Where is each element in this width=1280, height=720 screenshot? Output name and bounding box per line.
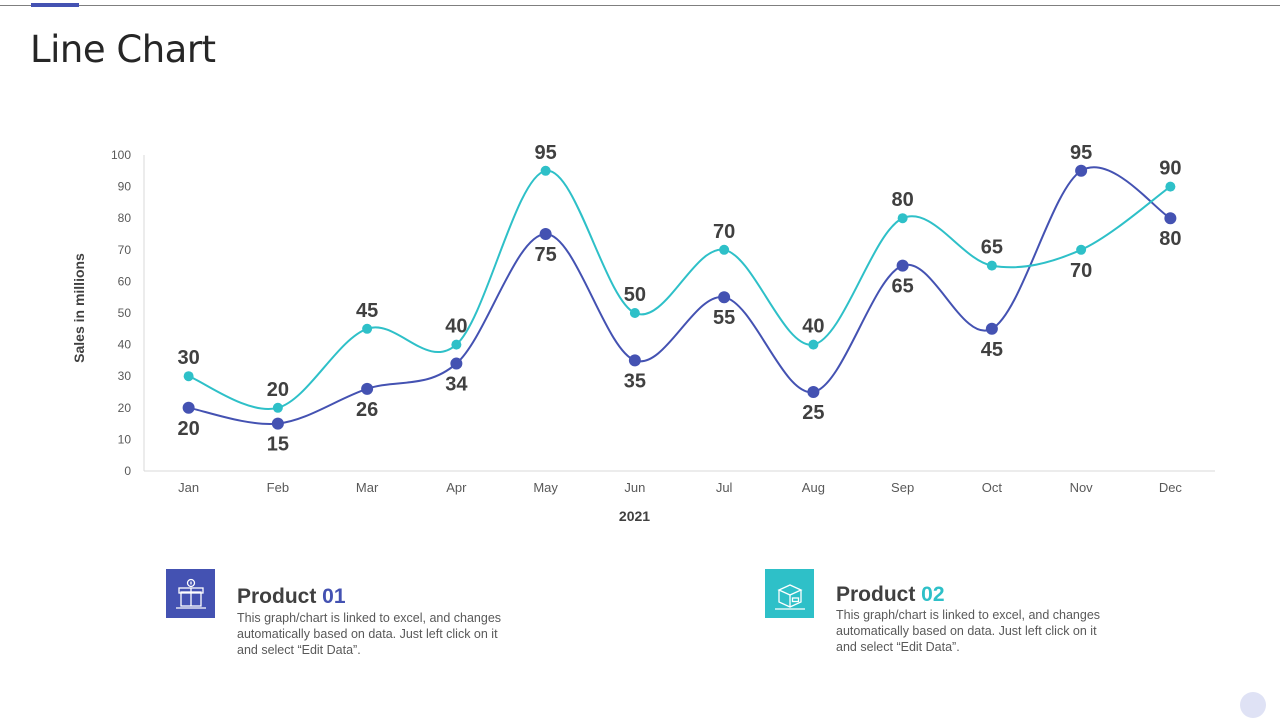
data-point-product-01 — [182, 401, 195, 414]
data-label-product-01: 15 — [267, 434, 289, 456]
x-tick-label: Nov — [1070, 480, 1094, 495]
data-point-product-02 — [1165, 181, 1176, 192]
data-point-product-02 — [629, 308, 640, 318]
legend-number: 02 — [921, 583, 945, 606]
x-tick-label: May — [533, 480, 558, 495]
top-rule — [0, 5, 1280, 6]
legend-number: 01 — [322, 585, 346, 608]
data-point-product-02 — [540, 165, 551, 176]
data-point-product-01 — [807, 386, 820, 398]
data-label-product-02: 45 — [356, 300, 378, 322]
x-tick-label: Oct — [982, 480, 1003, 495]
data-label-product-01: 34 — [445, 374, 468, 396]
data-label-product-02: 95 — [535, 142, 557, 164]
x-tick-label: Feb — [267, 480, 289, 495]
data-point-product-01 — [718, 291, 731, 304]
x-tick-label: Mar — [356, 480, 379, 495]
data-point-product-02 — [986, 260, 997, 271]
data-point-product-02 — [1076, 244, 1087, 255]
data-label-product-02: 30 — [178, 347, 200, 369]
data-point-product-01 — [1075, 164, 1088, 177]
x-tick-label: Jun — [624, 480, 645, 495]
data-point-product-01 — [450, 357, 463, 370]
y-tick-label: 40 — [118, 338, 132, 352]
corner-decoration — [1240, 692, 1266, 718]
data-point-product-02 — [451, 339, 462, 350]
data-label-product-01: 45 — [981, 339, 1003, 361]
legend-description: This graph/chart is linked to excel, and… — [836, 608, 1101, 654]
y-tick-label: 70 — [118, 243, 132, 257]
y-tick-label: 30 — [118, 369, 132, 383]
legend-title: Product 02 — [836, 583, 945, 606]
legend-description: This graph/chart is linked to excel, and… — [237, 611, 502, 657]
y-tick-label: 10 — [118, 432, 132, 446]
data-point-product-01 — [361, 382, 374, 395]
data-point-product-01 — [985, 322, 998, 335]
x-tick-label: Sep — [891, 480, 914, 495]
data-label-product-02: 70 — [1070, 260, 1092, 282]
data-point-product-01 — [271, 417, 284, 430]
y-tick-label: 60 — [118, 274, 132, 288]
data-label-product-01: 80 — [1159, 228, 1181, 250]
data-point-product-02 — [362, 323, 373, 334]
y-tick-label: 50 — [118, 306, 132, 320]
series-line-product-01 — [188, 166, 1171, 425]
data-point-product-01 — [539, 228, 552, 240]
data-point-product-02 — [897, 213, 908, 224]
data-label-product-01: 35 — [624, 370, 646, 392]
data-label-product-01: 95 — [1070, 142, 1092, 164]
data-label-product-02: 20 — [267, 379, 289, 401]
gift-box-icon — [166, 569, 215, 618]
data-point-product-02 — [719, 244, 730, 255]
y-tick-label: 100 — [111, 148, 131, 162]
y-tick-label: 20 — [118, 401, 132, 415]
x-tick-label: Apr — [446, 480, 467, 495]
y-tick-label: 90 — [118, 180, 132, 194]
page-title: Line Chart — [30, 28, 216, 71]
x-tick-label: Dec — [1159, 480, 1183, 495]
data-label-product-02: 70 — [713, 221, 735, 243]
data-label-product-01: 25 — [802, 402, 824, 424]
data-label-product-01: 65 — [892, 276, 914, 298]
x-axis-title: 2021 — [619, 508, 650, 524]
top-accent-bar — [31, 3, 79, 7]
legend-title: Product 01 — [237, 585, 346, 608]
data-label-product-01: 75 — [535, 244, 557, 266]
y-tick-label: 80 — [118, 211, 132, 225]
data-label-product-01: 20 — [178, 418, 200, 440]
data-label-product-02: 65 — [981, 237, 1003, 259]
x-tick-label: Aug — [802, 480, 825, 495]
data-point-product-01 — [628, 354, 641, 367]
y-axis-title: Sales in millions — [71, 253, 87, 363]
data-point-product-01 — [896, 259, 909, 272]
data-label-product-02: 40 — [802, 316, 824, 338]
data-label-product-02: 40 — [445, 316, 467, 338]
data-label-product-01: 55 — [713, 307, 735, 329]
y-tick-label: 0 — [124, 464, 131, 478]
data-point-product-02 — [183, 371, 194, 382]
data-label-product-02: 80 — [892, 189, 914, 211]
package-box-icon — [765, 569, 814, 618]
data-label-product-02: 50 — [624, 284, 646, 306]
data-label-product-01: 26 — [356, 399, 378, 421]
data-point-product-01 — [1164, 212, 1177, 225]
x-tick-label: Jan — [178, 480, 199, 495]
x-tick-label: Jul — [716, 480, 733, 495]
data-label-product-02: 90 — [1159, 158, 1181, 180]
data-point-product-02 — [808, 339, 819, 350]
data-point-product-02 — [272, 402, 283, 413]
series-line-product-02 — [188, 169, 1171, 410]
